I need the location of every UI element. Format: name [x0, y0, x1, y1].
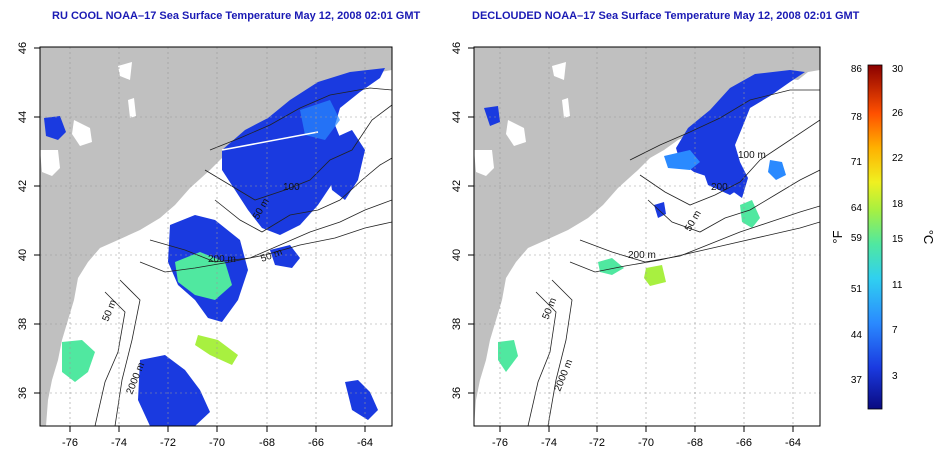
right-x-tick-label: -70	[638, 437, 654, 449]
right-land	[474, 47, 820, 426]
left-x-tick-label: -74	[111, 437, 127, 449]
right-map-frame	[473, 46, 821, 427]
left-y-tick-label: 44	[17, 111, 29, 123]
right-x-tick-label: -68	[687, 437, 703, 449]
right-x-tick-label: -72	[589, 437, 605, 449]
left-graticule	[40, 47, 392, 426]
colorbar-c-tick: 11	[892, 280, 903, 291]
left-y-tick-label: 42	[17, 180, 29, 192]
left-x-tick-label: -76	[62, 437, 78, 449]
colorbar-c-tick: 26	[892, 108, 904, 119]
left-sst-gulf-of-maine	[222, 68, 385, 235]
colorbar-f-tick: 37	[851, 375, 863, 386]
right-y-tick-label: 38	[451, 318, 463, 330]
right-x-tick-label: -64	[785, 437, 801, 449]
color-bar: 86 78 71 64 59 51 44 37 30 26 22 18 15 1…	[830, 64, 936, 410]
colorbar-f-tick: 78	[851, 112, 863, 123]
left-map-frame	[39, 46, 393, 427]
color-bar-gradient	[867, 64, 883, 410]
right-map: 100 m 200 50 m 200 m 50 m 2000 m	[451, 42, 821, 449]
right-graticule	[474, 47, 820, 426]
right-map-title: DECLOUDED NOAA–17 Sea Surface Temperatur…	[472, 10, 860, 22]
right-x-tick-label: -66	[736, 437, 752, 449]
left-x-tick-label: -68	[259, 437, 275, 449]
left-map-title: RU COOL NOAA–17 Sea Surface Temperature …	[52, 10, 421, 22]
left-y-tick-label: 46	[17, 42, 29, 54]
right-y-tick-label: 44	[451, 111, 463, 123]
colorbar-f-tick: 44	[851, 330, 863, 341]
left-y-tick-label: 38	[17, 318, 29, 330]
left-land	[40, 47, 392, 426]
colorbar-c-tick: 30	[892, 64, 904, 75]
colorbar-c-tick: 22	[892, 153, 904, 164]
right-y-tick-label: 46	[451, 42, 463, 54]
colorbar-c-tick: 7	[892, 325, 898, 336]
left-map: 50 m 200 m 100 50 m 2000 m 50 m	[17, 42, 393, 449]
right-y-tick-label: 42	[451, 180, 463, 192]
right-x-tick-label: -74	[541, 437, 557, 449]
left-x-tick-label: -66	[308, 437, 324, 449]
right-contour-label-1: 100 m	[738, 150, 766, 161]
right-y-tick-label: 40	[451, 249, 463, 261]
colorbar-f-tick: 86	[851, 64, 863, 75]
left-x-tick-label: -64	[357, 437, 373, 449]
right-contour-label-2: 200	[711, 182, 728, 193]
left-contour-label-2: 200 m	[208, 254, 236, 265]
left-y-tick-label: 40	[17, 249, 29, 261]
colorbar-f-tick: 51	[851, 284, 863, 295]
left-contour-label-3: 100	[283, 182, 300, 193]
colorbar-c-tick: 18	[892, 199, 904, 210]
left-x-tick-label: -72	[160, 437, 176, 449]
colorbar-celsius-label: °C	[921, 230, 936, 245]
left-x-tick-label: -70	[209, 437, 225, 449]
right-x-tick-label: -76	[492, 437, 508, 449]
colorbar-f-tick: 64	[851, 203, 863, 214]
colorbar-c-tick: 3	[892, 371, 898, 382]
left-y-tick-label: 36	[17, 387, 29, 399]
colorbar-fahrenheit-label: °F	[830, 230, 845, 243]
right-y-tick-label: 36	[451, 387, 463, 399]
right-contour-label-4: 200 m	[628, 250, 656, 261]
colorbar-c-tick: 15	[892, 234, 904, 245]
colorbar-f-tick: 71	[851, 157, 863, 168]
colorbar-f-tick: 59	[851, 233, 863, 244]
